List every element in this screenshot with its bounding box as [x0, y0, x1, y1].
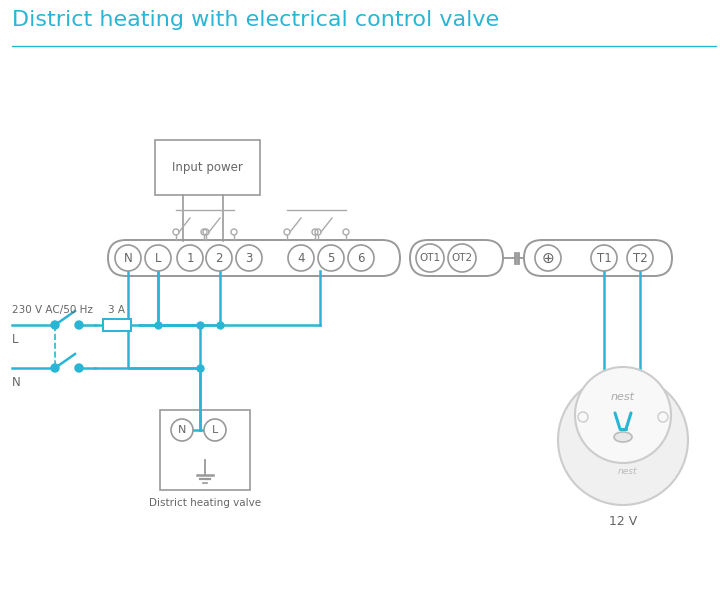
- Circle shape: [348, 245, 374, 271]
- Text: N: N: [12, 376, 21, 389]
- Text: T2: T2: [633, 251, 647, 264]
- Text: 4: 4: [297, 251, 305, 264]
- Text: 3 A: 3 A: [108, 305, 125, 315]
- Circle shape: [535, 245, 561, 271]
- Circle shape: [318, 245, 344, 271]
- FancyBboxPatch shape: [410, 240, 503, 276]
- Circle shape: [448, 244, 476, 272]
- Text: N: N: [124, 251, 132, 264]
- Circle shape: [75, 321, 83, 329]
- Circle shape: [51, 364, 59, 372]
- Circle shape: [591, 245, 617, 271]
- Circle shape: [204, 419, 226, 441]
- Circle shape: [177, 245, 203, 271]
- Text: L: L: [12, 333, 18, 346]
- Text: 5: 5: [328, 251, 335, 264]
- Text: District heating valve: District heating valve: [149, 498, 261, 508]
- Circle shape: [575, 367, 671, 463]
- Circle shape: [115, 245, 141, 271]
- Text: Input power: Input power: [172, 161, 243, 174]
- FancyBboxPatch shape: [103, 319, 131, 331]
- Text: OT2: OT2: [451, 253, 472, 263]
- Ellipse shape: [614, 432, 632, 442]
- Circle shape: [206, 245, 232, 271]
- Text: L: L: [155, 251, 161, 264]
- Text: 2: 2: [215, 251, 223, 264]
- FancyBboxPatch shape: [108, 240, 400, 276]
- Text: N: N: [178, 425, 186, 435]
- Text: L: L: [212, 425, 218, 435]
- FancyBboxPatch shape: [160, 410, 250, 490]
- Text: T1: T1: [597, 251, 612, 264]
- Circle shape: [416, 244, 444, 272]
- Text: District heating with electrical control valve: District heating with electrical control…: [12, 10, 499, 30]
- Text: 3: 3: [245, 251, 253, 264]
- Text: nest: nest: [611, 392, 635, 402]
- Circle shape: [51, 321, 59, 329]
- Circle shape: [171, 419, 193, 441]
- Text: 230 V AC/50 Hz: 230 V AC/50 Hz: [12, 305, 93, 315]
- Text: OT1: OT1: [419, 253, 440, 263]
- Text: ⊕: ⊕: [542, 251, 555, 266]
- Circle shape: [145, 245, 171, 271]
- Text: 6: 6: [357, 251, 365, 264]
- Text: 1: 1: [186, 251, 194, 264]
- Circle shape: [558, 375, 688, 505]
- FancyBboxPatch shape: [155, 140, 260, 195]
- Circle shape: [236, 245, 262, 271]
- FancyBboxPatch shape: [524, 240, 672, 276]
- Text: nest: nest: [617, 466, 637, 476]
- Circle shape: [288, 245, 314, 271]
- Text: 12 V: 12 V: [609, 515, 637, 528]
- Circle shape: [627, 245, 653, 271]
- Circle shape: [75, 364, 83, 372]
